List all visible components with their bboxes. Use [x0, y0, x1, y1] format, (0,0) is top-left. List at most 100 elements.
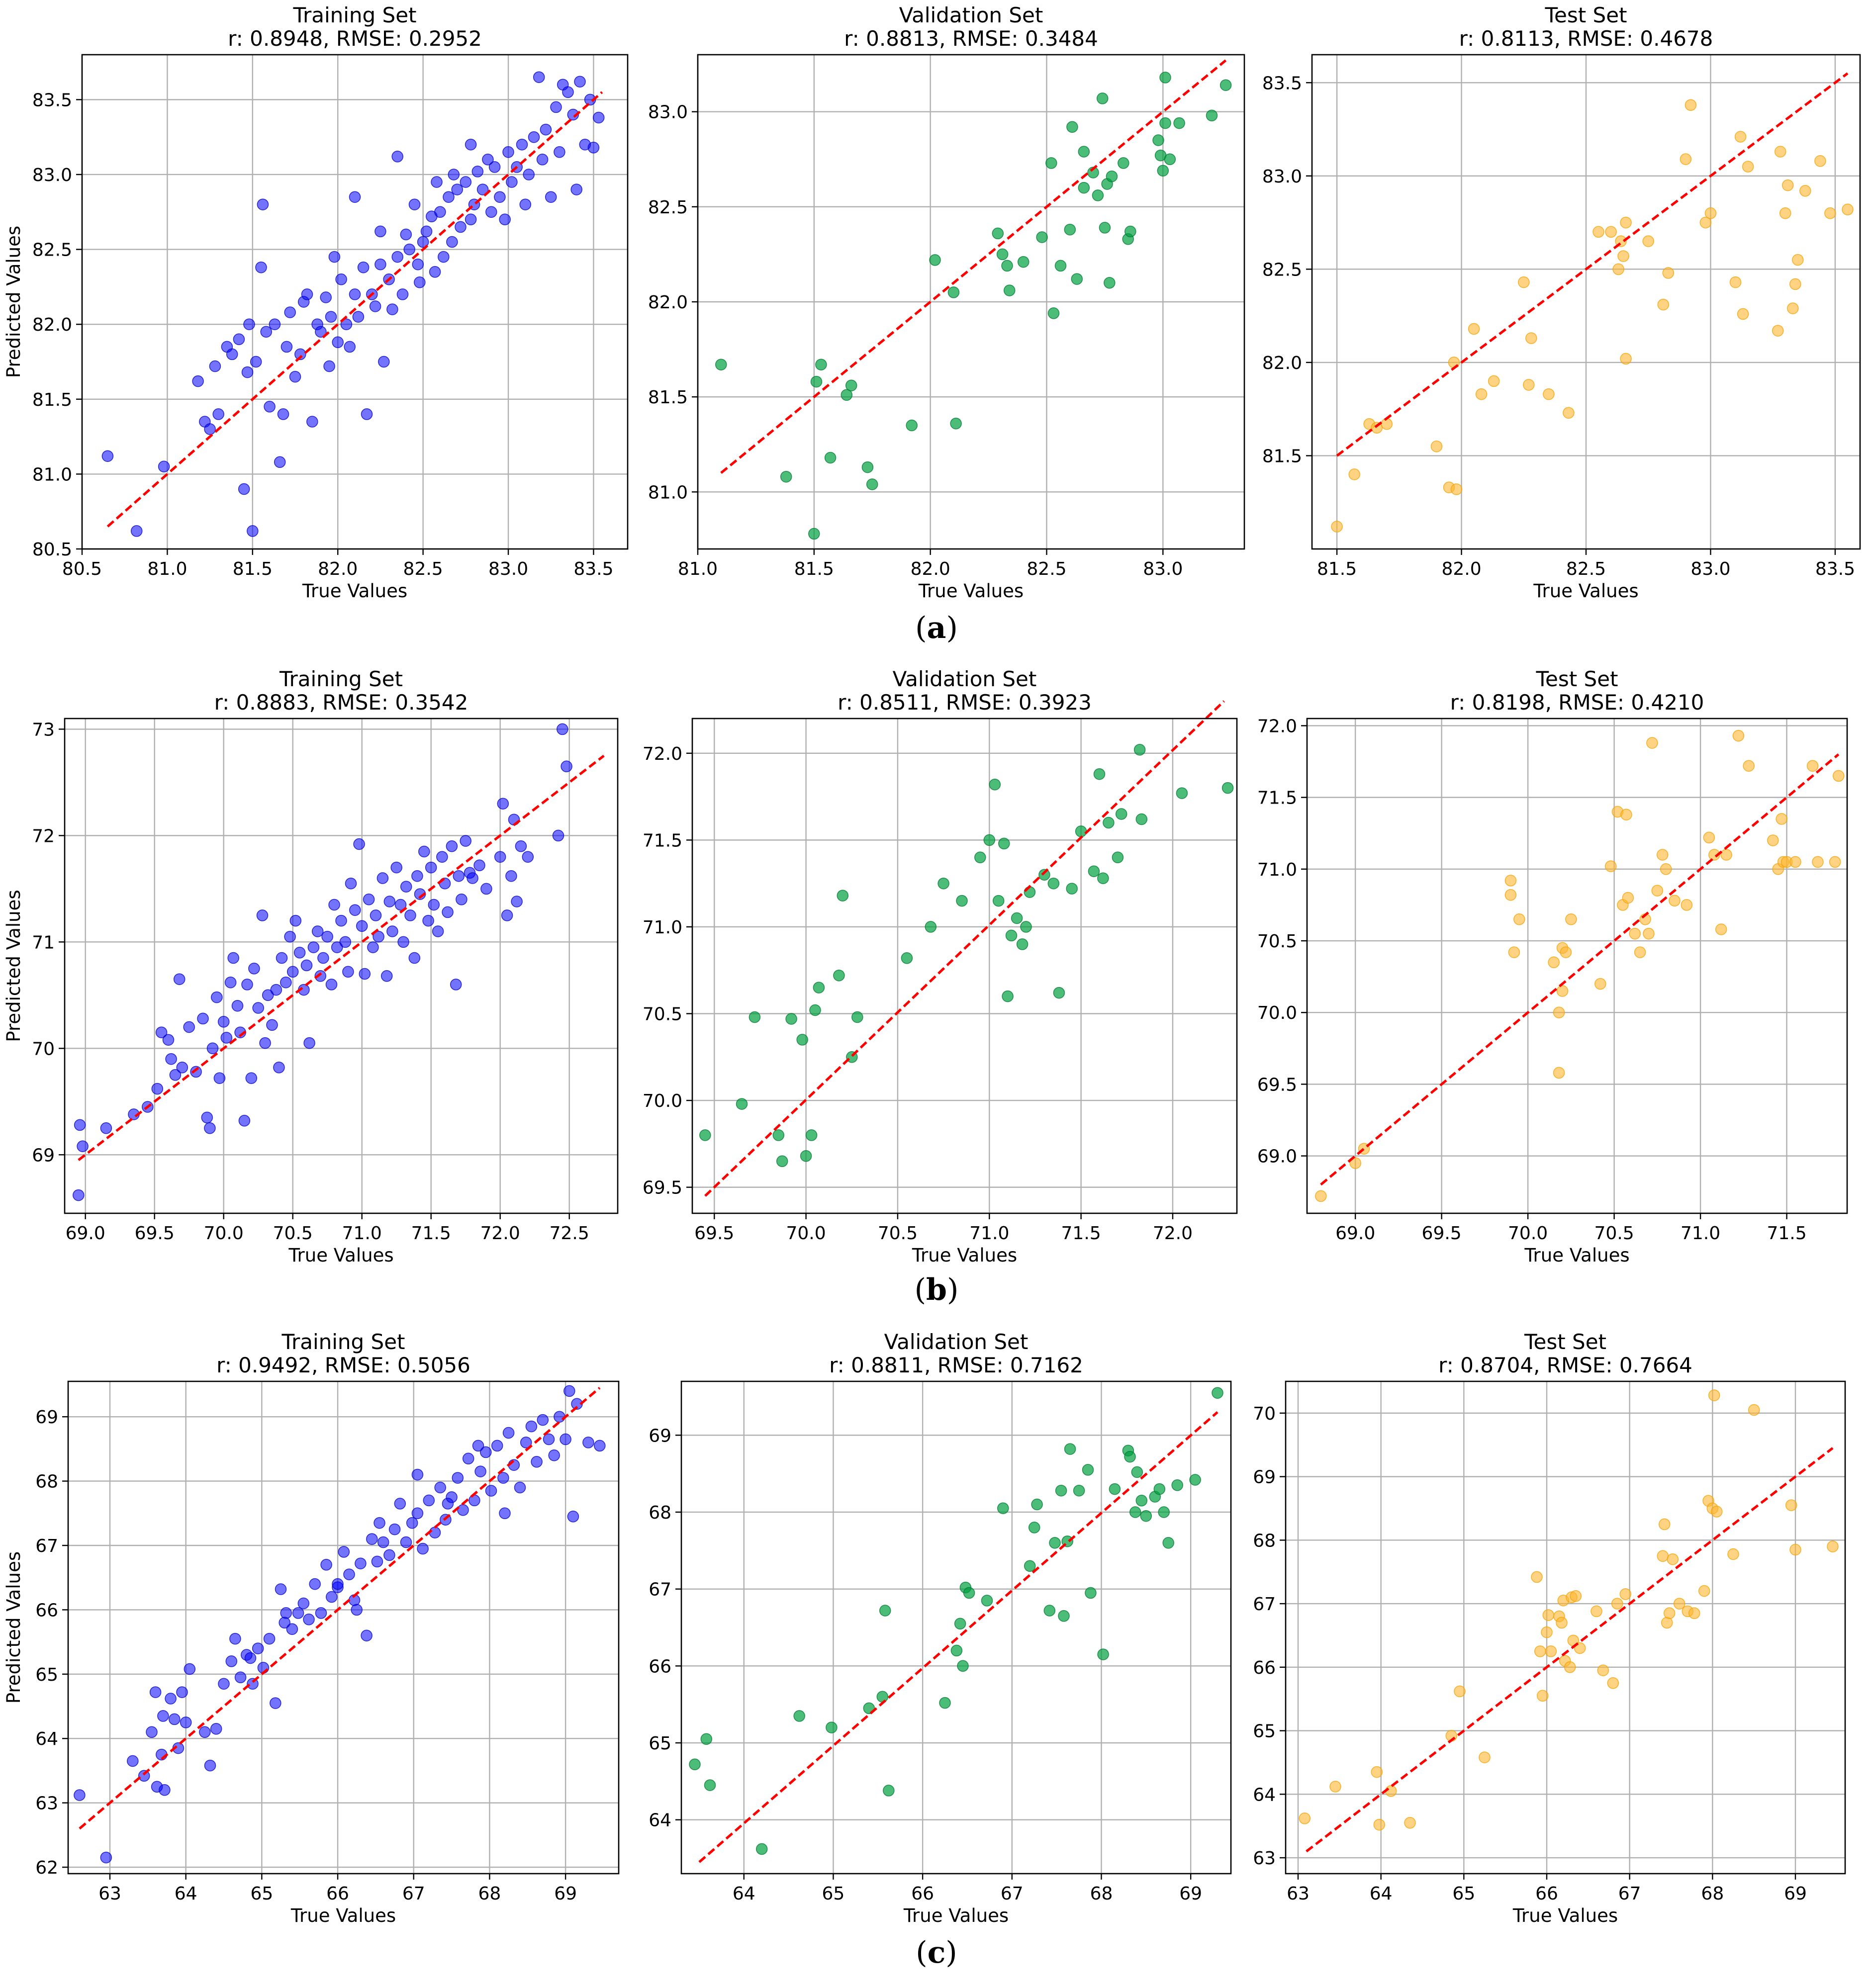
- chart-title: Test Set: [1544, 3, 1627, 27]
- data-point: [1570, 1590, 1582, 1602]
- data-point: [238, 483, 250, 495]
- data-point: [429, 1527, 441, 1538]
- data-point: [1594, 978, 1606, 990]
- data-point: [1066, 883, 1078, 895]
- data-point: [176, 1062, 188, 1074]
- data-point: [809, 1004, 821, 1016]
- data-point: [570, 183, 582, 195]
- data-point: [1024, 1560, 1036, 1572]
- data-point: [749, 1011, 761, 1023]
- plot-frame: [64, 718, 619, 1214]
- data-point: [411, 1468, 424, 1481]
- y-tick-label: 70.5: [643, 1004, 682, 1025]
- y-tick-label: 82.5: [1262, 260, 1302, 280]
- data-point: [101, 450, 114, 462]
- data-point: [505, 870, 517, 882]
- data-point: [300, 959, 313, 972]
- data-point: [397, 936, 409, 948]
- y-tick-label: 73: [32, 720, 55, 740]
- data-point: [560, 1433, 571, 1446]
- grid: [697, 55, 1244, 549]
- data-point: [1162, 1537, 1174, 1549]
- data-point: [950, 1644, 963, 1657]
- reference-line: [1320, 753, 1840, 1186]
- data-point: [1299, 1812, 1311, 1824]
- y-axis-label: Predicted Values: [3, 1551, 24, 1704]
- data-point: [861, 461, 874, 473]
- x-tick-label: 65: [1452, 1884, 1475, 1904]
- data-point: [1038, 869, 1050, 881]
- y-tick-label: 66: [35, 1600, 58, 1621]
- data-point: [233, 333, 245, 346]
- data-point: [1103, 816, 1115, 829]
- y-tick-label: 82.5: [648, 197, 688, 218]
- data-point: [1785, 1499, 1797, 1511]
- data-point: [269, 318, 281, 330]
- data-point: [1017, 256, 1030, 268]
- data-point: [169, 1069, 182, 1081]
- data-point: [1016, 938, 1029, 950]
- plot-frame: [680, 1380, 1232, 1875]
- y-tick-label: 82.0: [1262, 353, 1302, 373]
- data-point: [584, 93, 596, 106]
- data-point: [165, 1053, 177, 1065]
- data-point: [284, 930, 296, 943]
- data-point: [176, 1686, 188, 1698]
- data-point: [456, 894, 468, 905]
- data-point: [468, 1494, 480, 1507]
- data-point: [833, 969, 845, 982]
- data-point: [1737, 308, 1749, 320]
- data-point: [344, 341, 356, 353]
- data-point: [320, 1559, 332, 1571]
- x-tick-label: 71.0: [969, 1223, 1009, 1244]
- data-point: [325, 979, 338, 991]
- data-point: [158, 460, 170, 473]
- data-point: [1189, 1474, 1201, 1486]
- chart-subtitle: r: 0.9492, RMSE: 0.5056: [216, 1353, 470, 1377]
- data-point: [369, 300, 381, 312]
- data-point: [531, 1456, 543, 1468]
- data-point: [485, 1485, 497, 1497]
- data-point: [432, 925, 444, 937]
- data-point: [396, 288, 409, 300]
- x-tick-label: 80.5: [62, 559, 102, 579]
- data-point: [328, 899, 340, 911]
- data-point: [837, 890, 849, 902]
- data-point: [332, 1578, 344, 1590]
- data-point: [371, 1555, 383, 1568]
- x-tick-label: 65: [822, 1884, 845, 1904]
- data-point: [1646, 737, 1658, 749]
- data-point: [400, 881, 412, 893]
- data-point: [1688, 1607, 1700, 1620]
- data-point: [314, 970, 327, 982]
- data-point: [1058, 1610, 1070, 1622]
- panel-label: (b): [915, 1272, 959, 1307]
- data-point: [349, 288, 361, 300]
- x-axis-label: True Values: [290, 1905, 396, 1926]
- y-tick-label: 83.5: [1262, 73, 1302, 93]
- chart-subtitle: r: 0.8511, RMSE: 0.3923: [838, 690, 1092, 715]
- y-tick-label: 68: [1253, 1531, 1276, 1551]
- data-point: [274, 456, 286, 468]
- x-tick-label: 72.0: [480, 1223, 520, 1244]
- x-tick-label: 70.0: [786, 1223, 826, 1244]
- data-point: [425, 861, 437, 874]
- chart-b-validation: 69.5 70.0 70.5 71.0 71.5 72.0 69.5 70.0 70.5 71.0…: [643, 667, 1238, 1266]
- data-point: [957, 1660, 969, 1672]
- y-tick-label: 72: [32, 826, 55, 846]
- data-point: [562, 86, 574, 98]
- data-point: [1036, 231, 1048, 243]
- panel-label-open: (: [915, 611, 927, 645]
- panel-label-close: ): [945, 1935, 957, 1970]
- data-point: [1806, 760, 1819, 772]
- data-point: [394, 899, 407, 911]
- x-tick-label: 81.5: [794, 559, 834, 579]
- data-point: [866, 478, 878, 490]
- plot-frame: [691, 718, 1238, 1214]
- data-point: [1133, 744, 1146, 756]
- data-point: [210, 1723, 222, 1735]
- y-tick-label: 71.0: [1257, 860, 1297, 880]
- chart-subtitle: r: 0.8883, RMSE: 0.3542: [214, 690, 468, 715]
- data-point: [394, 1498, 406, 1510]
